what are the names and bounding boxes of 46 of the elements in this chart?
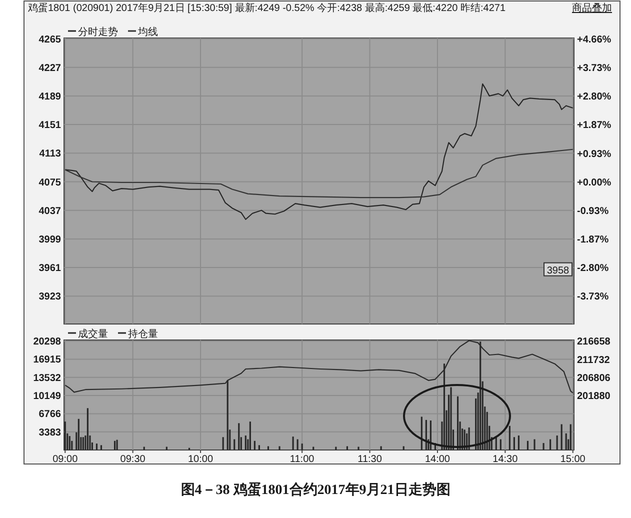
y2-tick-label: -0.93%: [577, 206, 609, 217]
y-tick-label: 4265: [38, 34, 62, 46]
y-tick-label: 3923: [38, 292, 62, 303]
y-tick-label: 4075: [38, 177, 62, 188]
chart-title: 鸡蛋1801 (020901) 2017年9月21日 [15:30:59] 最新:4249 -0.52% 今开:4238 最高:4259 最低:4220 昨结:4271: [27, 2, 506, 14]
y2-tick-label: +0.93%: [577, 148, 612, 160]
y-tick-label: 3961: [38, 263, 62, 274]
y-tick-label: 6766: [38, 409, 62, 420]
y-tick-label: 4227: [38, 62, 62, 74]
y-tick-label: 3383: [38, 427, 62, 438]
caption: 图4－38 鸡蛋1801合约2017年9月21日走势图: [180, 482, 450, 498]
y-tick-label: 4151: [38, 120, 62, 132]
x-tick-label: 14:00: [424, 454, 450, 465]
y2-tick-label: +4.66%: [577, 34, 612, 46]
y2-tick-label: +1.87%: [577, 120, 612, 131]
x-tick-label: 11:30: [358, 454, 382, 465]
y-tick-label: 16915: [33, 354, 62, 366]
legend-label: 均线: [137, 26, 158, 38]
y-tick-label: 20298: [33, 336, 62, 348]
y2-tick-label: +2.80%: [577, 91, 612, 102]
y-tick-label: 13532: [33, 372, 62, 384]
y2-tick-label: 206806: [577, 372, 611, 384]
legend-label: 分时走势: [78, 26, 118, 38]
x-tick-label: 15:00: [560, 454, 586, 465]
y2-tick-label: +3.73%: [577, 62, 612, 74]
y2-tick-label: 201880: [577, 391, 611, 402]
x-tick-label: 14:30: [492, 454, 518, 465]
x-tick-label: 09:30: [120, 454, 146, 465]
y-tick-label: 4189: [38, 91, 62, 102]
x-tick-label: 09:00: [52, 454, 78, 465]
legend-label: 成交量: [78, 328, 108, 340]
y-tick-label: 4113: [39, 148, 62, 160]
y2-tick-label: -1.87%: [577, 234, 609, 246]
legend-label: 持仓量: [128, 328, 158, 340]
y2-tick-label: 211732: [577, 354, 610, 366]
y-tick-label: 10149: [33, 391, 62, 402]
y2-tick-label: 216658: [577, 336, 611, 348]
y2-tick-label: -2.80%: [577, 263, 609, 274]
x-tick-label: 10:00: [188, 454, 214, 465]
y2-tick-label: +0.00%: [577, 177, 612, 188]
y2-tick-label: -3.73%: [577, 292, 609, 303]
y-tick-label: 4037: [38, 206, 62, 217]
annotation: 3958: [546, 265, 570, 276]
x-tick-label: 11:00: [290, 454, 315, 465]
text: 商品叠加: [572, 2, 612, 14]
y-tick-label: 3999: [38, 234, 62, 246]
